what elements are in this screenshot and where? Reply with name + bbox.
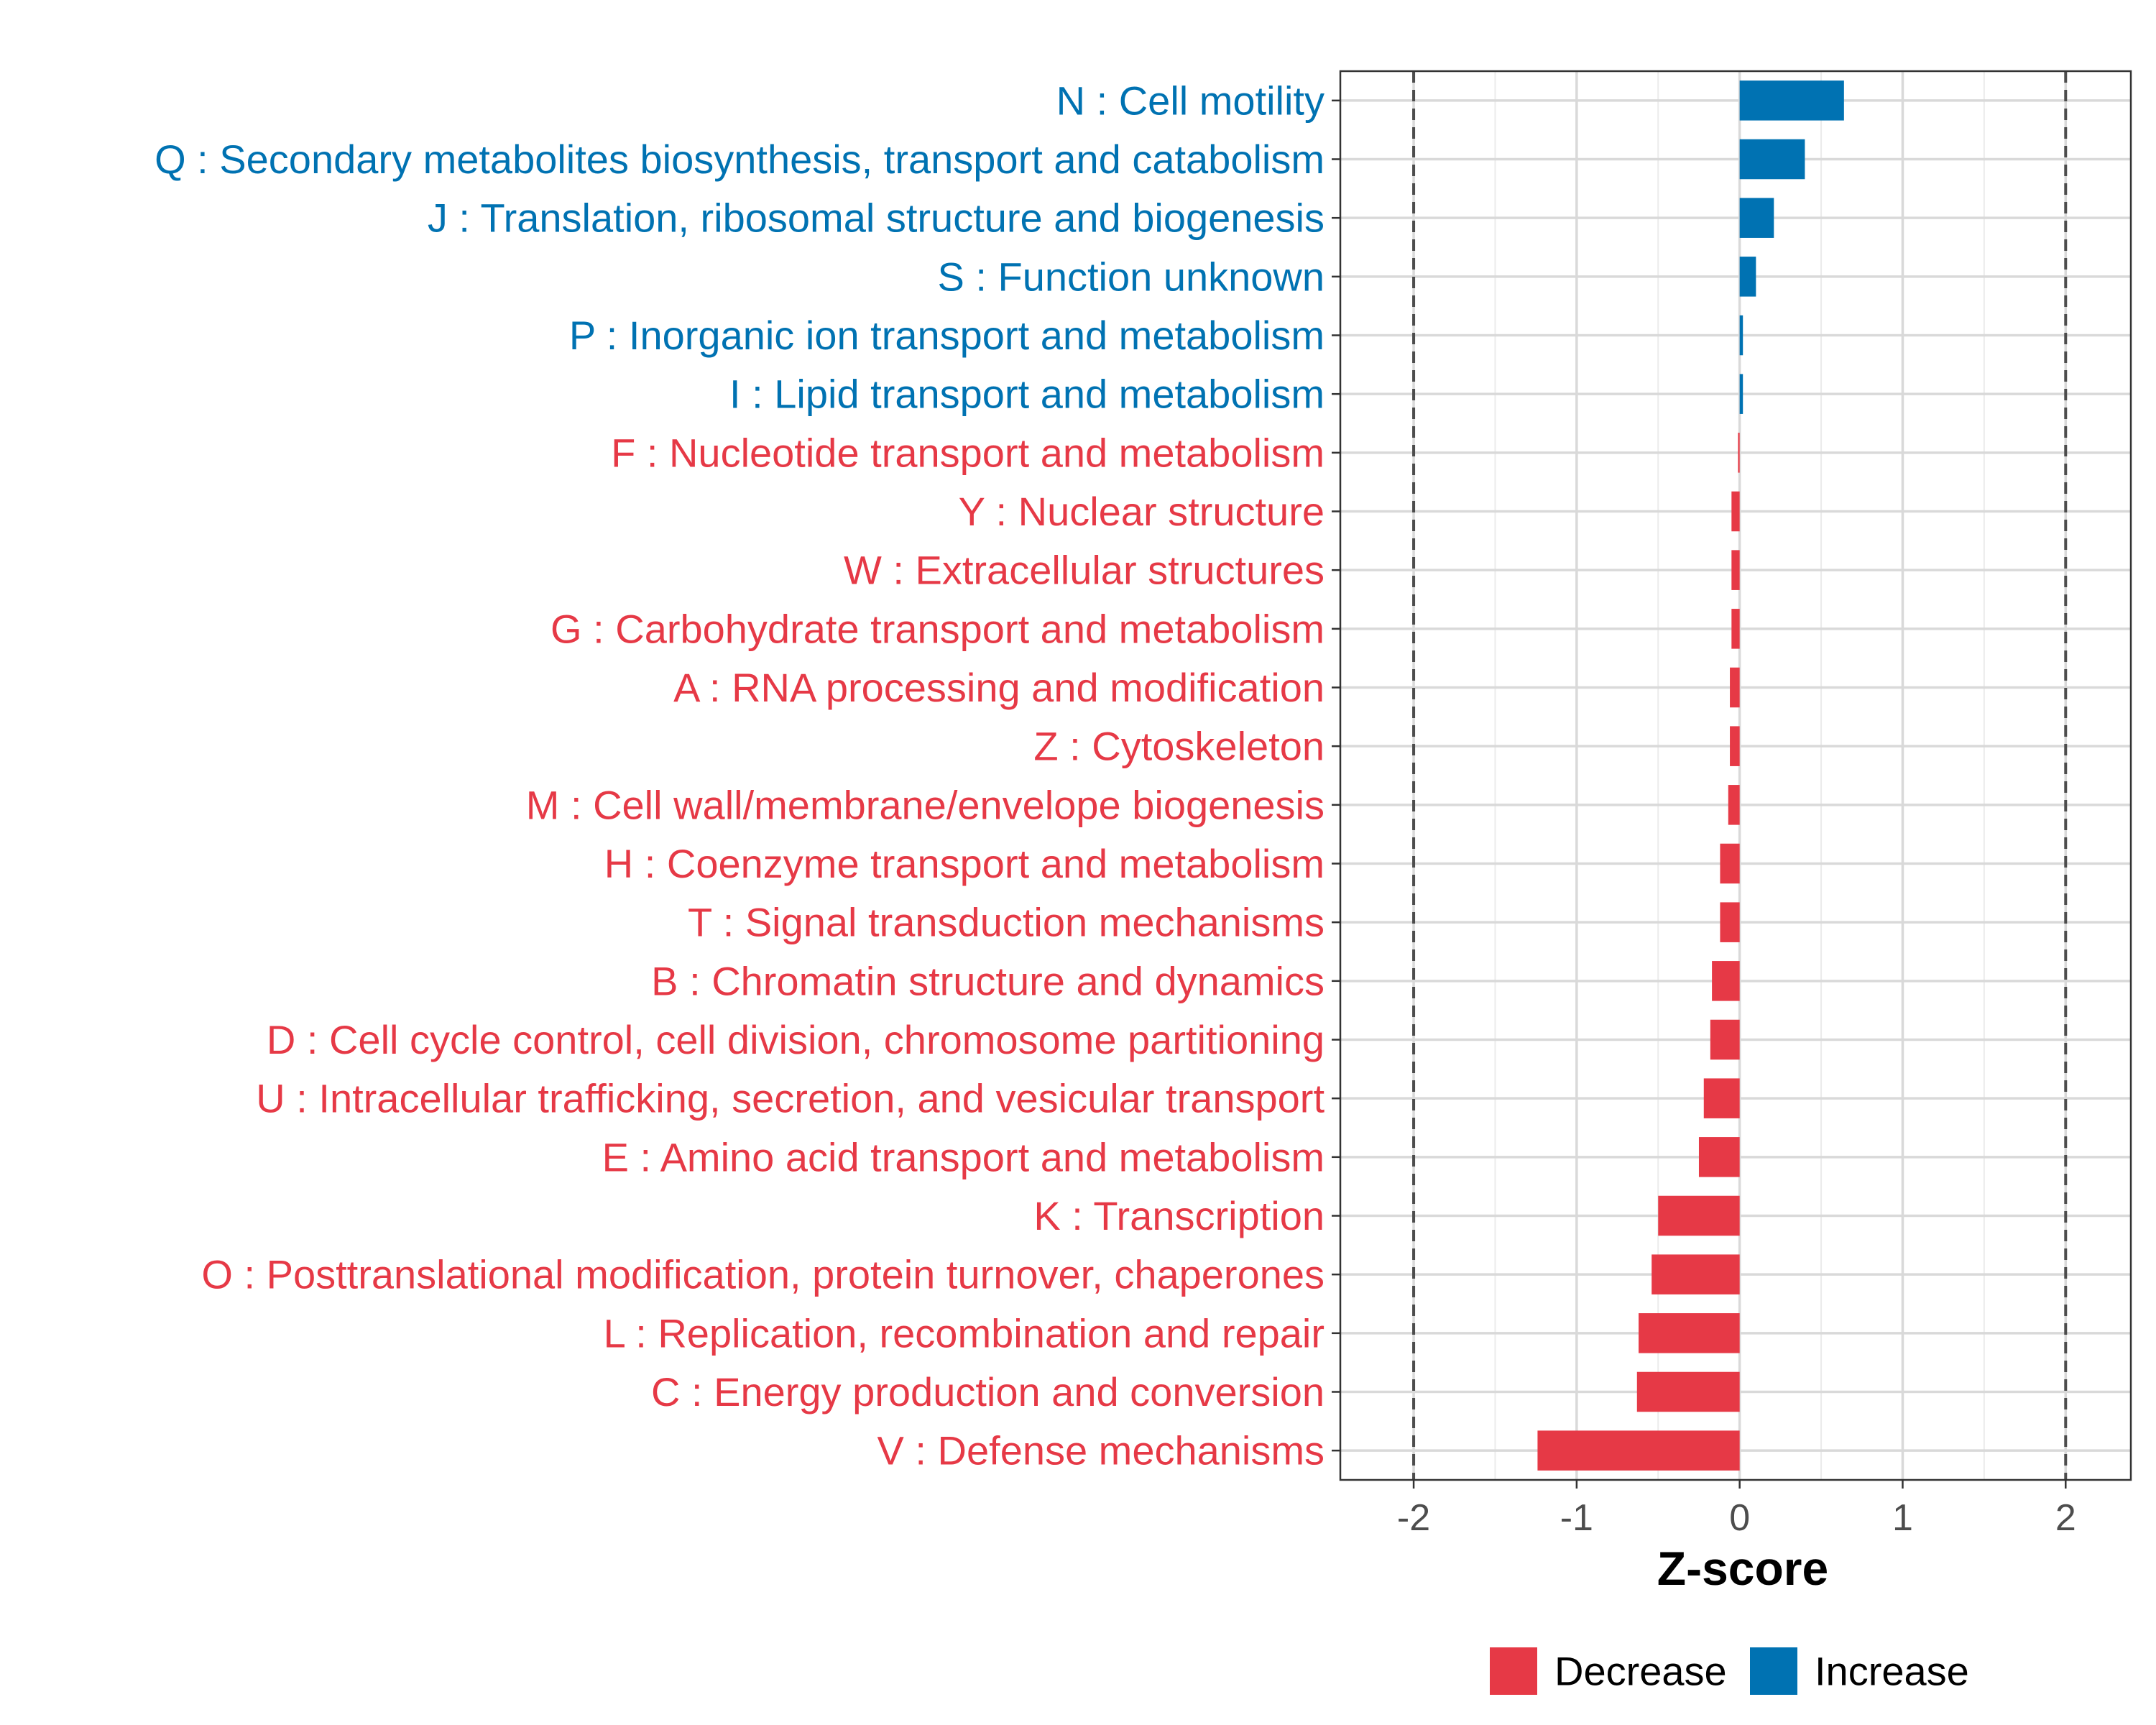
- bar-q: [1739, 139, 1805, 180]
- category-label: H : Coenzyme transport and metabolism: [604, 841, 1325, 886]
- category-label: E : Amino acid transport and metabolism: [602, 1134, 1325, 1179]
- bar-z: [1730, 726, 1740, 766]
- x-tick-label: 1: [1892, 1497, 1913, 1539]
- bar-h: [1720, 843, 1740, 884]
- legend-key-increase: [1750, 1647, 1797, 1695]
- legend-label-increase: Increase: [1815, 1649, 1969, 1694]
- category-label: D : Cell cycle control, cell division, c…: [267, 1017, 1325, 1062]
- bar-f: [1738, 433, 1740, 473]
- bar-l: [1639, 1313, 1740, 1353]
- category-label: W : Extracellular structures: [844, 548, 1325, 593]
- category-label: L : Replication, recombination and repai…: [604, 1310, 1325, 1356]
- bar-o: [1651, 1254, 1740, 1294]
- category-label: Z : Cytoskeleton: [1033, 724, 1325, 769]
- category-label: P : Inorganic ion transport and metaboli…: [569, 313, 1325, 358]
- legend-label-decrease: Decrease: [1554, 1649, 1727, 1694]
- bar-p: [1739, 315, 1743, 356]
- bar-g: [1731, 609, 1740, 649]
- bar-c: [1636, 1371, 1740, 1412]
- category-label: F : Nucleotide transport and metabolism: [611, 430, 1325, 475]
- category-label: G : Carbohydrate transport and metabolis…: [550, 606, 1325, 651]
- plot-border: [1339, 70, 2132, 1481]
- x-tick-label: 0: [1729, 1497, 1750, 1539]
- category-label: K : Transcription: [1033, 1193, 1325, 1238]
- category-label: V : Defense mechanisms: [877, 1428, 1325, 1473]
- bar-m: [1728, 785, 1740, 825]
- category-label: N : Cell motility: [1056, 78, 1325, 123]
- bar-a: [1730, 667, 1740, 708]
- legend: Decrease Increase: [1490, 1647, 1969, 1695]
- y-axis-ticks: [1332, 99, 1340, 1452]
- x-tick-label: -2: [1397, 1497, 1430, 1539]
- bar-v: [1537, 1430, 1740, 1471]
- category-label: C : Energy production and conversion: [651, 1369, 1325, 1414]
- bar-i: [1739, 374, 1743, 414]
- category-label: Y : Nuclear structure: [959, 489, 1325, 534]
- category-label: T : Signal transduction mechanisms: [688, 900, 1325, 945]
- bars: [1537, 80, 1844, 1471]
- plot-panel: [1340, 71, 2131, 1480]
- bar-s: [1739, 257, 1756, 297]
- x-axis-ticks: [1412, 1480, 2067, 1489]
- x-tick-label: -1: [1560, 1497, 1593, 1539]
- legend-key-decrease: [1490, 1647, 1537, 1695]
- category-label: B : Chromatin structure and dynamics: [651, 958, 1325, 1003]
- category-label: U : Intracellular trafficking, secretion…: [256, 1076, 1325, 1121]
- bar-n: [1739, 80, 1844, 121]
- reference-lines: [1412, 71, 2068, 1480]
- bar-j: [1739, 198, 1774, 238]
- category-label: O : Posttranslational modification, prot…: [201, 1252, 1325, 1297]
- x-tick-label: 2: [2055, 1497, 2076, 1539]
- bar-e: [1698, 1137, 1740, 1177]
- category-label: A : RNA processing and modification: [673, 665, 1325, 710]
- x-axis-tick-labels: -2 -1 0 1 2: [1397, 1497, 2076, 1539]
- category-label: I : Lipid transport and metabolism: [729, 372, 1325, 417]
- category-label: J : Translation, ribosomal structure and…: [428, 196, 1325, 241]
- category-label: M : Cell wall/membrane/envelope biogenes…: [526, 782, 1325, 827]
- x-axis-title: Z-score: [1657, 1542, 1828, 1595]
- bar-d: [1710, 1019, 1740, 1060]
- bar-t: [1720, 902, 1740, 942]
- category-label: S : Function unknown: [937, 254, 1325, 299]
- y-axis-labels: N : Cell motility Q : Secondary metabolit…: [155, 78, 1325, 1473]
- bar-y: [1731, 491, 1740, 532]
- bar-u: [1703, 1078, 1740, 1118]
- bar-b: [1712, 961, 1740, 1001]
- bar-k: [1658, 1195, 1740, 1236]
- bar-w: [1731, 550, 1740, 590]
- category-label: Q : Secondary metabolites biosynthesis, …: [155, 137, 1325, 182]
